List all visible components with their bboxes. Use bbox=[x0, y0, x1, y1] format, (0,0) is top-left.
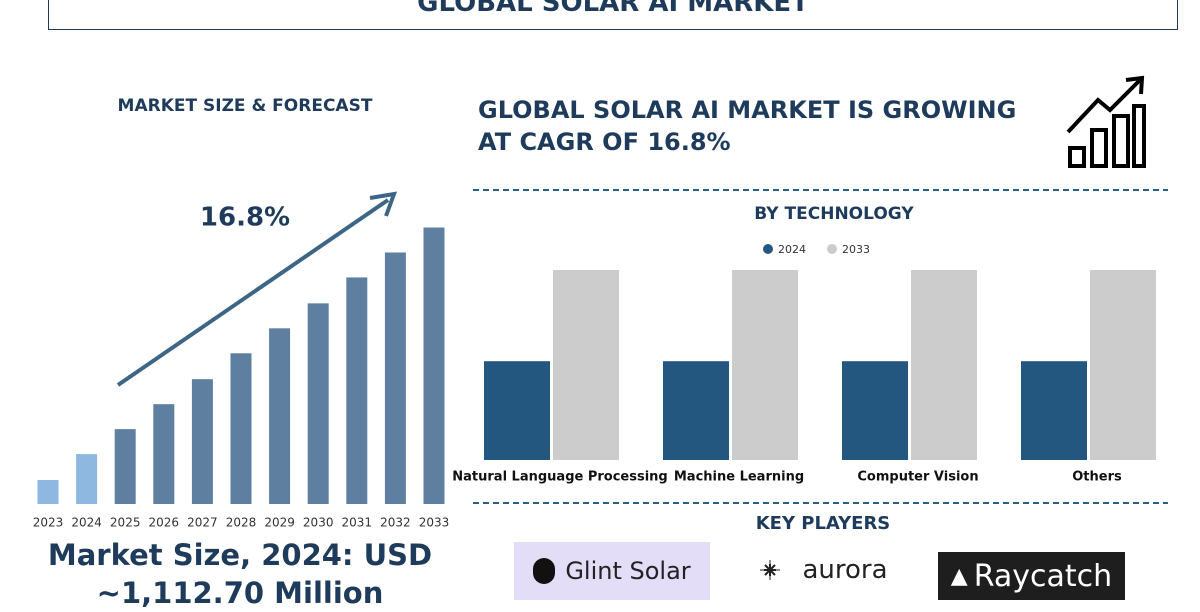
bar bbox=[384, 252, 406, 504]
legend-label: 2024 bbox=[778, 243, 806, 256]
x-tick-label: 2023 bbox=[33, 516, 64, 530]
cagr-annotation: 16.8% bbox=[200, 203, 290, 233]
key-players-title: KEY PLAYERS bbox=[756, 513, 891, 534]
bar bbox=[842, 361, 908, 460]
chart-title: MARKET SIZE & FORECAST bbox=[118, 96, 373, 116]
bar bbox=[191, 379, 213, 504]
player-name: Raycatch bbox=[973, 558, 1113, 594]
x-tick-label: 2029 bbox=[264, 516, 295, 530]
bar bbox=[346, 277, 368, 504]
bar bbox=[732, 270, 798, 460]
bar bbox=[1021, 361, 1087, 460]
legend-swatch bbox=[827, 244, 837, 254]
bar bbox=[423, 227, 445, 504]
bar bbox=[153, 404, 175, 504]
player-name: aurora bbox=[802, 555, 888, 585]
player-logo: ▲ Raycatch bbox=[938, 552, 1125, 600]
x-tick-label: Computer Vision bbox=[857, 470, 978, 485]
bar bbox=[911, 270, 977, 460]
logo-icon: ▲ bbox=[950, 563, 968, 589]
bar bbox=[663, 361, 729, 460]
legend-label: 2033 bbox=[842, 243, 870, 256]
bar bbox=[269, 328, 291, 504]
x-tick-label: 2024 bbox=[71, 516, 102, 530]
x-tick-label: 2033 bbox=[419, 516, 450, 530]
trend-arrow-head bbox=[369, 191, 398, 217]
market-size: Market Size, 2024: USD ~1,112.70 Million bbox=[47, 538, 433, 610]
cagr-text: GLOBAL SOLAR AI MARKET IS GROWING AT CAG… bbox=[478, 96, 1017, 156]
x-tick-label: 2026 bbox=[149, 516, 180, 530]
x-tick-label: 2032 bbox=[380, 516, 411, 530]
player-name: Glint Solar bbox=[565, 557, 691, 585]
bar bbox=[553, 270, 619, 460]
bar bbox=[76, 454, 98, 504]
x-tick-label: 2030 bbox=[303, 516, 334, 530]
player-logo: aurora bbox=[790, 552, 900, 588]
x-tick-label: Natural Language Processing bbox=[452, 470, 667, 485]
x-tick-label: Machine Learning bbox=[674, 470, 804, 485]
bar bbox=[114, 429, 136, 504]
page-title: GLOBAL SOLAR AI MARKET bbox=[48, 0, 1178, 30]
bar bbox=[484, 361, 550, 460]
bar bbox=[1090, 270, 1156, 460]
x-tick-label: 2028 bbox=[226, 516, 257, 530]
bar bbox=[307, 303, 329, 504]
trend-arrow bbox=[116, 198, 390, 387]
chart-title: BY TECHNOLOGY bbox=[754, 204, 914, 224]
x-tick-label: 2025 bbox=[110, 516, 141, 530]
aurora-logo-icon bbox=[760, 560, 780, 580]
player-logo: Glint Solar bbox=[514, 542, 710, 600]
legend-swatch bbox=[763, 244, 773, 254]
x-tick-label: 2027 bbox=[187, 516, 218, 530]
x-tick-label: Others bbox=[1072, 470, 1122, 485]
growth-icon bbox=[1066, 75, 1146, 168]
x-tick-label: 2031 bbox=[342, 516, 373, 530]
bar bbox=[37, 480, 59, 504]
bar bbox=[230, 353, 252, 504]
logo-icon bbox=[533, 558, 556, 584]
